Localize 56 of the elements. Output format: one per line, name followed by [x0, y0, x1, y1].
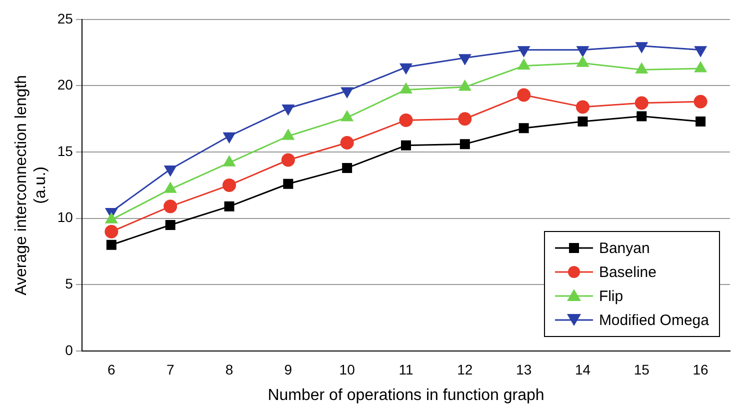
point	[283, 178, 294, 189]
y-tick-label: 5	[65, 276, 74, 292]
legend-label: Banyan	[598, 240, 650, 256]
point	[104, 224, 118, 238]
y-tick-label: 20	[57, 76, 74, 93]
point	[106, 240, 116, 250]
x-tick-label: 7	[166, 361, 174, 378]
point	[340, 136, 354, 150]
x-tick-label: 12	[457, 361, 473, 378]
point	[342, 162, 352, 173]
point	[458, 54, 471, 65]
point	[578, 116, 588, 127]
point	[460, 139, 470, 150]
point	[518, 46, 530, 57]
y-tick-label: 15	[57, 142, 74, 159]
point	[694, 46, 706, 57]
point	[400, 140, 411, 150]
x-tick-label: 16	[692, 361, 709, 378]
y-tick-label: 10	[57, 209, 74, 226]
point	[222, 178, 236, 192]
point	[518, 123, 529, 134]
point	[517, 88, 531, 102]
point	[281, 153, 295, 167]
x-tick-label: 15	[634, 361, 650, 378]
point	[164, 182, 176, 193]
point	[400, 63, 412, 74]
point	[164, 200, 178, 214]
x-tick-label: 13	[516, 361, 532, 378]
point	[399, 113, 413, 127]
x-tick-label: 10	[339, 361, 356, 378]
point	[636, 42, 648, 53]
legend-label: Baseline	[598, 264, 656, 280]
point	[458, 112, 472, 126]
point	[341, 87, 354, 98]
y-tick-label: 0	[65, 342, 74, 358]
point	[634, 96, 648, 110]
legend-label: Modified Omega	[598, 312, 709, 328]
legend-label: Flip	[598, 288, 624, 304]
x-tick-label: 14	[574, 361, 591, 378]
point	[576, 100, 590, 114]
x-tick-label: 6	[108, 361, 116, 378]
x-tick-label: 11	[398, 361, 414, 378]
point	[576, 46, 589, 57]
y-tick-label: 25	[57, 10, 74, 26]
point	[105, 212, 118, 224]
x-tick-label: 8	[225, 361, 234, 378]
x-axis-title: Number of operations in function graph	[268, 386, 544, 404]
point	[636, 111, 647, 122]
point	[224, 201, 234, 212]
point	[282, 104, 294, 116]
y-axis-title: Average interconnection length (a.u.)	[13, 75, 50, 296]
point	[694, 94, 708, 108]
point	[165, 220, 176, 230]
x-tick-label: 9	[284, 361, 292, 378]
point	[223, 132, 236, 143]
point	[696, 116, 706, 127]
